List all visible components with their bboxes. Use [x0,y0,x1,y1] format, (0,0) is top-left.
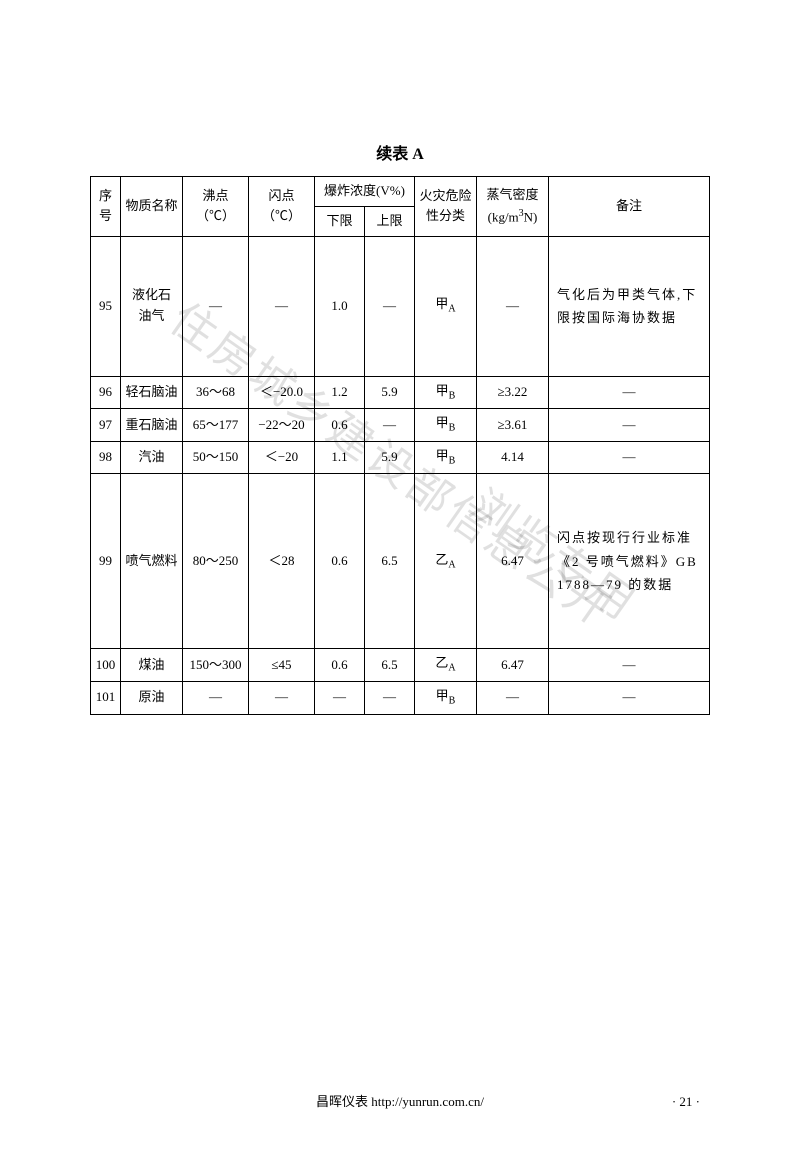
cell-fp: ＜−20.0 [249,376,315,409]
cell-fire: 乙A [415,649,477,682]
table-title: 续表 A [90,140,710,164]
cell-seq: 96 [91,376,121,409]
cell-up: — [365,236,415,376]
cell-name: 煤油 [121,649,183,682]
cell-fire: 甲A [415,236,477,376]
col-header-note: 备注 [549,177,710,237]
cell-fp: — [249,236,315,376]
cell-fire: 甲B [415,441,477,474]
footer-page-number: · 21 · [672,1094,700,1110]
cell-seq: 99 [91,474,121,649]
col-header-name: 物质名称 [121,177,183,237]
cell-fp: −22～20 [249,409,315,442]
cell-low: 0.6 [315,474,365,649]
col-header-fire: 火灾危险性分类 [415,177,477,237]
table-row: 100煤油150～300≤450.66.5乙A6.47— [91,649,710,682]
cell-low: — [315,681,365,714]
cell-low: 0.6 [315,649,365,682]
cell-fp: ＜−20 [249,441,315,474]
cell-name: 重石脑油 [121,409,183,442]
cell-bp: — [183,681,249,714]
cell-bp: 150～300 [183,649,249,682]
cell-fire: 甲B [415,681,477,714]
cell-note: — [549,649,710,682]
cell-up: 6.5 [365,474,415,649]
table-row: 101原油————甲B—— [91,681,710,714]
cell-density: — [477,681,549,714]
cell-up: — [365,681,415,714]
cell-name: 轻石脑油 [121,376,183,409]
col-header-expl: 爆炸浓度(V%) [315,177,415,207]
table-row: 95液化石油气——1.0—甲A—气化后为甲类气体,下限按国际海协数据 [91,236,710,376]
table-body: 95液化石油气——1.0—甲A—气化后为甲类气体,下限按国际海协数据96轻石脑油… [91,236,710,714]
table-row: 96轻石脑油36～68＜−20.01.25.9甲B≥3.22— [91,376,710,409]
cell-name: 液化石油气 [121,236,183,376]
cell-up: 5.9 [365,441,415,474]
cell-fp: ≤45 [249,649,315,682]
cell-up: 6.5 [365,649,415,682]
cell-density: ≥3.61 [477,409,549,442]
cell-note: 闪点按现行行业标准《2 号喷气燃料》GB 1788—79 的数据 [549,474,710,649]
cell-seq: 95 [91,236,121,376]
table-row: 97重石脑油65～177−22～200.6—甲B≥3.61— [91,409,710,442]
cell-seq: 98 [91,441,121,474]
table-row: 99喷气燃料80～250＜280.66.5乙A6.47闪点按现行行业标准《2 号… [91,474,710,649]
cell-seq: 97 [91,409,121,442]
data-table: 序号 物质名称 沸点（℃） 闪点（℃） 爆炸浓度(V%) 火灾危险性分类 蒸气密… [90,176,710,715]
cell-up: — [365,409,415,442]
cell-fp: — [249,681,315,714]
col-header-low: 下限 [315,206,365,236]
cell-bp: — [183,236,249,376]
cell-fire: 甲B [415,376,477,409]
cell-name: 原油 [121,681,183,714]
col-header-seq: 序号 [91,177,121,237]
cell-note: — [549,376,710,409]
cell-density: 4.14 [477,441,549,474]
col-header-bp: 沸点（℃） [183,177,249,237]
cell-note: — [549,441,710,474]
cell-fire: 乙A [415,474,477,649]
cell-name: 喷气燃料 [121,474,183,649]
cell-bp: 36～68 [183,376,249,409]
cell-low: 1.2 [315,376,365,409]
cell-low: 1.0 [315,236,365,376]
cell-name: 汽油 [121,441,183,474]
cell-up: 5.9 [365,376,415,409]
page-footer: 昌晖仪表 http://yunrun.com.cn/ · 21 · [0,1091,800,1110]
cell-fp: ＜28 [249,474,315,649]
cell-note: 气化后为甲类气体,下限按国际海协数据 [549,236,710,376]
col-header-up: 上限 [365,206,415,236]
cell-low: 0.6 [315,409,365,442]
cell-low: 1.1 [315,441,365,474]
cell-density: — [477,236,549,376]
col-header-fp: 闪点（℃） [249,177,315,237]
cell-bp: 80～250 [183,474,249,649]
cell-note: — [549,409,710,442]
cell-density: 6.47 [477,649,549,682]
col-header-den: 蒸气密度(kg/m3N) [477,177,549,237]
cell-density: ≥3.22 [477,376,549,409]
table-row: 98汽油50～150＜−201.15.9甲B4.14— [91,441,710,474]
cell-bp: 50～150 [183,441,249,474]
cell-seq: 101 [91,681,121,714]
cell-bp: 65～177 [183,409,249,442]
cell-seq: 100 [91,649,121,682]
cell-density: 6.47 [477,474,549,649]
cell-fire: 甲B [415,409,477,442]
cell-note: — [549,681,710,714]
